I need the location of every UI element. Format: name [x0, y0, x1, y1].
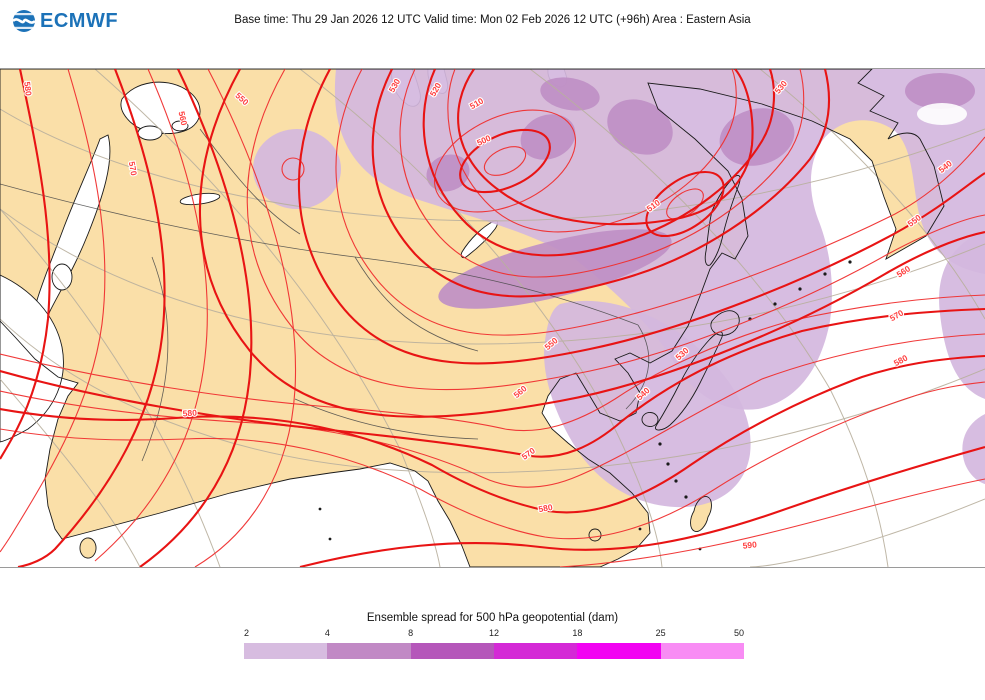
chart-title-bar: Base time: Thu 29 Jan 2026 12 UTC Valid … [234, 14, 751, 26]
legend-color-segment [660, 643, 744, 659]
legend-tick: 8 [408, 628, 414, 638]
legend-tick: 2 [244, 628, 250, 638]
legend-title: Ensemble spread for 500 hPa geopotential… [366, 612, 619, 624]
map-panel: 580 570 560 550 530 520 510 500 510 530 540 550 560 5… [0, 68, 985, 568]
legend-color-segment [493, 643, 578, 659]
legend-ticks: 2 4 8 12 18 25 50 [244, 628, 744, 640]
legend-color-segment [577, 643, 661, 659]
ecmwf-logo: ECMWF [12, 9, 118, 33]
cloud-gap [917, 103, 967, 125]
country-borders [0, 128, 650, 462]
contour-value-label: 580 [22, 81, 34, 97]
legend: Ensemble spread for 500 hPa geopotential… [0, 590, 985, 690]
contour-value-label: 580 [538, 502, 554, 514]
legend-tick: 25 [655, 628, 666, 638]
legend-color-segment [327, 643, 411, 659]
legend-color-segment [244, 643, 328, 659]
contour-value-label: 590 [742, 539, 757, 550]
spread-shading-medium [426, 73, 975, 309]
legend-tick: 4 [324, 628, 330, 638]
contours-thin [0, 69, 985, 567]
legend-tick: 12 [488, 628, 500, 638]
contour-value-label: 580 [182, 408, 197, 419]
legend-tick: 50 [733, 628, 744, 638]
ecmwf-logo-text: ECMWF [40, 9, 119, 32]
header: ECMWF Base time: Thu 29 Jan 2026 12 UTC … [0, 0, 985, 68]
contour-value-label: 560 [177, 110, 190, 126]
legend-tick: 18 [572, 628, 583, 638]
contour-value-label: 570 [127, 161, 139, 177]
legend-color-segment [410, 643, 494, 659]
ecmwf-logo-icon [12, 10, 36, 32]
legend-colorbar [244, 643, 744, 659]
contours-thick [0, 69, 985, 567]
